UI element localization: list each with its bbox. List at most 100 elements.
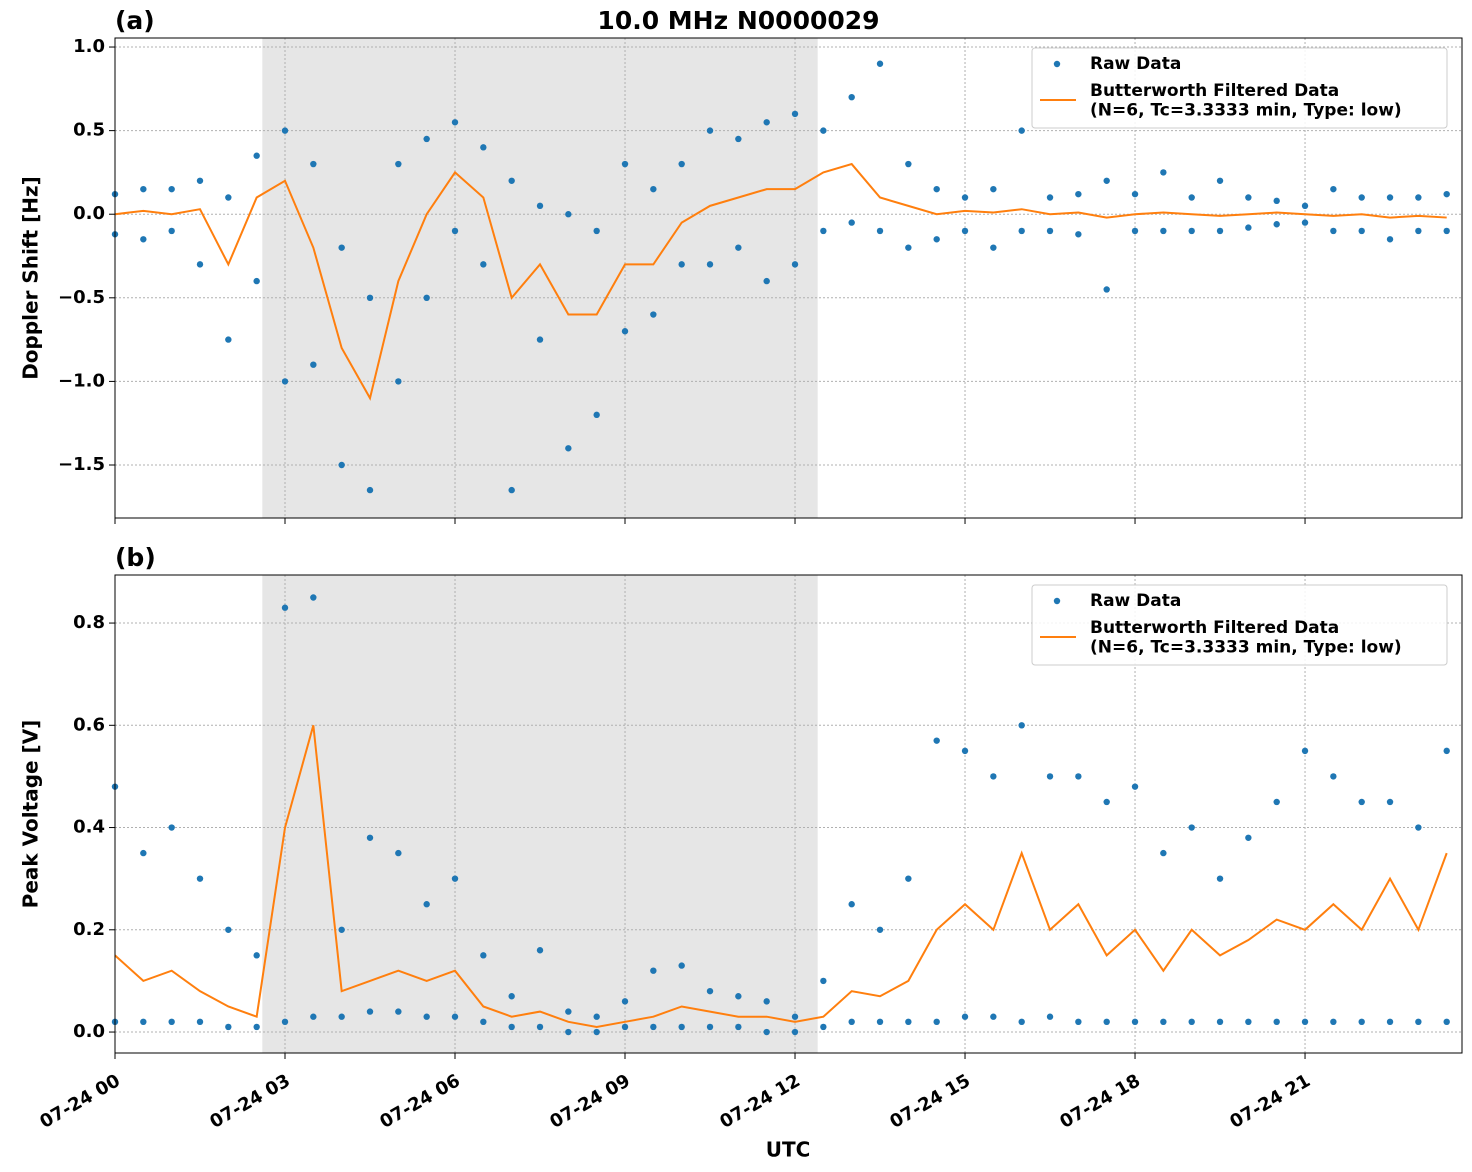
- raw-point: [1330, 185, 1337, 193]
- raw-point: [678, 160, 685, 168]
- raw-point: [650, 311, 657, 318]
- legend-label: Raw Data: [1090, 591, 1181, 611]
- raw-point: [168, 1018, 175, 1026]
- raw-point: [621, 998, 629, 1005]
- raw-point: [621, 1023, 629, 1031]
- raw-point: [480, 144, 487, 151]
- raw-point: [1443, 1018, 1450, 1026]
- raw-point: [196, 1018, 204, 1026]
- raw-point: [1188, 824, 1195, 831]
- raw-point: [990, 244, 997, 251]
- raw-point: [1386, 236, 1394, 243]
- raw-point: [933, 185, 940, 193]
- raw-point: [338, 461, 345, 469]
- raw-point: [593, 1028, 600, 1036]
- filtered-line: [114, 725, 1448, 1028]
- raw-point: [1018, 127, 1025, 134]
- raw-point: [621, 160, 629, 168]
- raw-point: [395, 849, 402, 857]
- raw-point: [536, 1023, 544, 1031]
- x-axis-label: UTC: [766, 1138, 811, 1162]
- raw-point: [1415, 1018, 1422, 1026]
- raw-point: [366, 834, 374, 841]
- raw-point: [1160, 169, 1167, 176]
- raw-point: [253, 952, 260, 959]
- raw-point: [1046, 194, 1054, 201]
- raw-point: [536, 336, 544, 343]
- raw-point: [196, 261, 204, 268]
- raw-point: [366, 294, 374, 302]
- raw-point: [1075, 1018, 1082, 1026]
- raw-point: [1273, 221, 1280, 228]
- raw-point: [848, 901, 855, 908]
- raw-point: [140, 185, 147, 193]
- raw-point: [735, 244, 742, 251]
- raw-point: [650, 185, 657, 193]
- raw-point: [1131, 190, 1139, 198]
- raw-point: [706, 261, 714, 268]
- raw-point: [366, 1008, 374, 1015]
- raw-point: [225, 194, 232, 201]
- raw-point: [1046, 1013, 1054, 1020]
- y-tick-label: 0.4: [73, 817, 105, 838]
- raw-point: [876, 1018, 884, 1026]
- raw-point: [1103, 177, 1110, 184]
- legend-label: Butterworth Filtered Data (N=6, Tc=3.3333…: [1090, 618, 1402, 658]
- raw-point: [961, 1013, 969, 1020]
- raw-point: [536, 947, 544, 954]
- raw-point: [1131, 1018, 1139, 1026]
- raw-point: [933, 236, 940, 243]
- raw-point: [196, 177, 204, 184]
- raw-point: [423, 1013, 430, 1020]
- x-tick-label: 07-24 06: [376, 1070, 463, 1133]
- raw-point: [706, 987, 714, 995]
- raw-point: [763, 119, 770, 126]
- raw-point: [1160, 849, 1167, 857]
- raw-point: [508, 1023, 515, 1031]
- chart-title: 10.0 MHz N0000029: [597, 6, 879, 35]
- raw-point: [1075, 190, 1082, 198]
- raw-point: [990, 773, 997, 780]
- raw-point: [621, 328, 629, 335]
- raw-point: [480, 261, 487, 268]
- legend-box: [1031, 584, 1448, 666]
- raw-point: [1103, 286, 1110, 293]
- x-tick-label: 07-24 18: [1056, 1070, 1143, 1133]
- y-tick-label: −0.5: [58, 287, 105, 308]
- raw-point: [820, 977, 827, 985]
- panel-label: (b): [115, 543, 156, 572]
- raw-point: [225, 1023, 232, 1031]
- raw-point: [1188, 1018, 1195, 1026]
- raw-point: [791, 1013, 799, 1020]
- raw-point: [310, 1013, 317, 1020]
- raw-point: [1046, 227, 1054, 235]
- raw-point: [395, 160, 402, 168]
- panel-label: (a): [115, 6, 155, 35]
- y-tick-label: 0.8: [73, 612, 105, 633]
- raw-point: [423, 901, 430, 908]
- raw-point: [1386, 798, 1394, 806]
- raw-point: [1216, 875, 1224, 882]
- y-tick-label: 1.0: [73, 36, 105, 57]
- raw-point: [763, 1028, 770, 1036]
- raw-point: [508, 177, 515, 184]
- raw-point: [1188, 194, 1195, 201]
- y-tick-label: 0.5: [73, 120, 105, 141]
- raw-point: [1188, 227, 1195, 235]
- raw-point: [1301, 202, 1309, 210]
- raw-point: [961, 227, 969, 235]
- shaded-span: [262, 38, 818, 518]
- raw-point: [1330, 773, 1337, 780]
- y-tick-label: 0.0: [73, 203, 105, 224]
- raw-point: [281, 604, 289, 611]
- raw-point: [281, 378, 289, 385]
- raw-point: [933, 737, 940, 744]
- shaded-span: [262, 575, 818, 1053]
- raw-point: [961, 194, 969, 201]
- raw-point: [565, 445, 572, 452]
- raw-point: [451, 875, 459, 882]
- x-tick-label: 07-24 00: [36, 1070, 123, 1133]
- raw-point: [1358, 227, 1365, 235]
- x-tick-label: 07-24 09: [546, 1070, 633, 1133]
